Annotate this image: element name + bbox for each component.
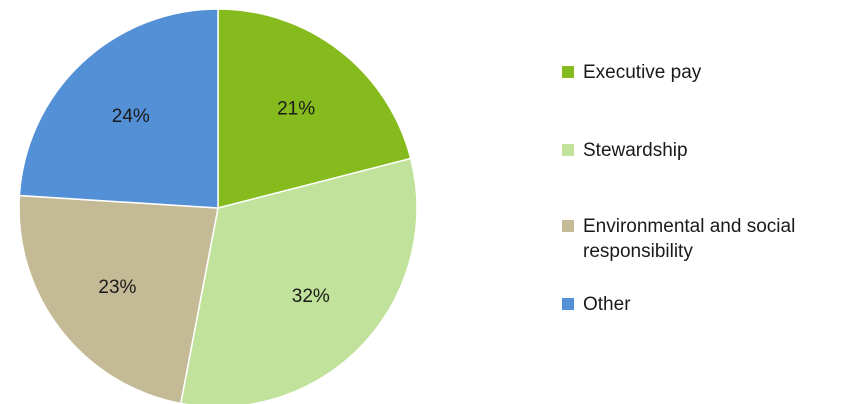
pie-data-labels: 21% 32% 23% 24% (98, 98, 330, 307)
legend: Executive pay Stewardship Environmental an… (562, 62, 795, 315)
legend-item-stewardship: Stewardship (562, 140, 688, 161)
legend-swatch-environmental-and-social-responsibility (562, 220, 574, 232)
data-label-other: 24% (112, 106, 150, 127)
pie-slice-executive-pay (217, 8, 412, 209)
data-label-environmental-and-social-responsibility: 23% (98, 277, 136, 298)
legend-swatch-other (562, 298, 574, 310)
data-label-stewardship: 32% (292, 286, 330, 307)
legend-item-other: Other (562, 294, 631, 315)
pie-slice-environmental-and-social-responsibility (18, 194, 219, 404)
pie-slices (18, 8, 418, 404)
legend-label-other: Other (583, 294, 631, 315)
pie-slice-other (18, 8, 219, 209)
legend-label-environmental-and-social-responsibility: Environmental and social responsibility (583, 216, 795, 262)
legend-item-environmental-and-social-responsibility: Environmental and social responsibility (562, 216, 795, 262)
legend-label-executive-pay: Executive pay (583, 62, 702, 83)
legend-label-stewardship: Stewardship (583, 140, 688, 161)
legend-item-executive-pay: Executive pay (562, 62, 702, 83)
legend-swatch-executive-pay (562, 66, 574, 78)
data-label-executive-pay: 21% (277, 98, 315, 119)
legend-swatch-stewardship (562, 144, 574, 156)
pie-slice-stewardship (179, 157, 418, 404)
